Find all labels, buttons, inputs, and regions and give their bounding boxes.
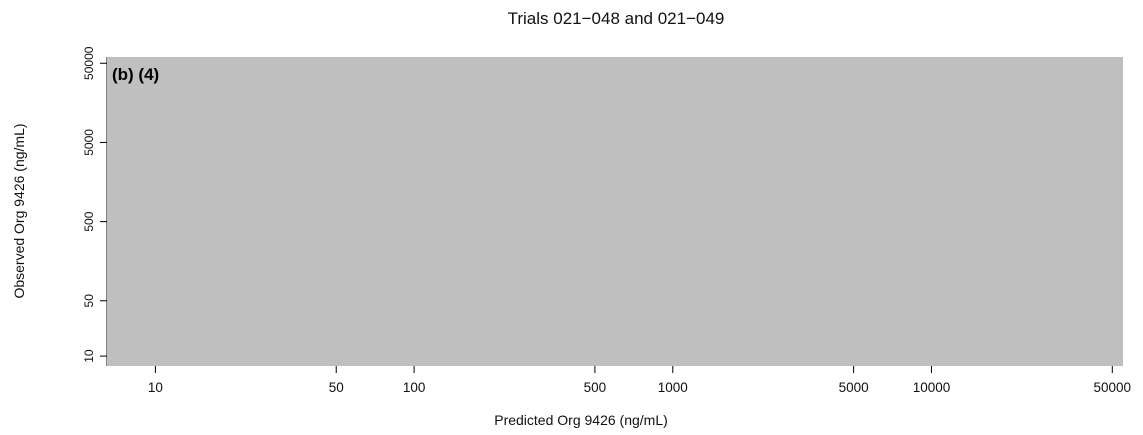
x-tick-label: 1000 (658, 380, 688, 395)
y-axis-label: Observed Org 9426 (ng/mL) (11, 123, 27, 298)
y-axis: 10 50 500 5000 50000 (82, 46, 108, 366)
x-tick-label: 10000 (913, 380, 951, 395)
x-tick-label: 5000 (839, 380, 869, 395)
panel-label: (b) (4) (112, 65, 159, 84)
y-tick-label: 50 (82, 294, 96, 308)
chart-title: Trials 021−048 and 021−049 (508, 9, 725, 28)
y-tick-label: 50000 (82, 46, 96, 80)
y-tick-label: 10 (82, 349, 96, 363)
x-axis: 10 50 100 500 1000 5000 10000 50000 (148, 366, 1131, 395)
redacted-plot-region (107, 57, 1123, 366)
y-tick-label: 5000 (82, 129, 96, 156)
x-tick-label: 100 (403, 380, 426, 395)
x-tick-label: 50000 (1094, 380, 1132, 395)
x-tick-label: 500 (584, 380, 607, 395)
x-tick-label: 50 (329, 380, 344, 395)
y-tick-label: 500 (82, 211, 96, 231)
x-tick-label: 10 (148, 380, 163, 395)
x-axis-label: Predicted Org 9426 (ng/mL) (494, 412, 668, 428)
